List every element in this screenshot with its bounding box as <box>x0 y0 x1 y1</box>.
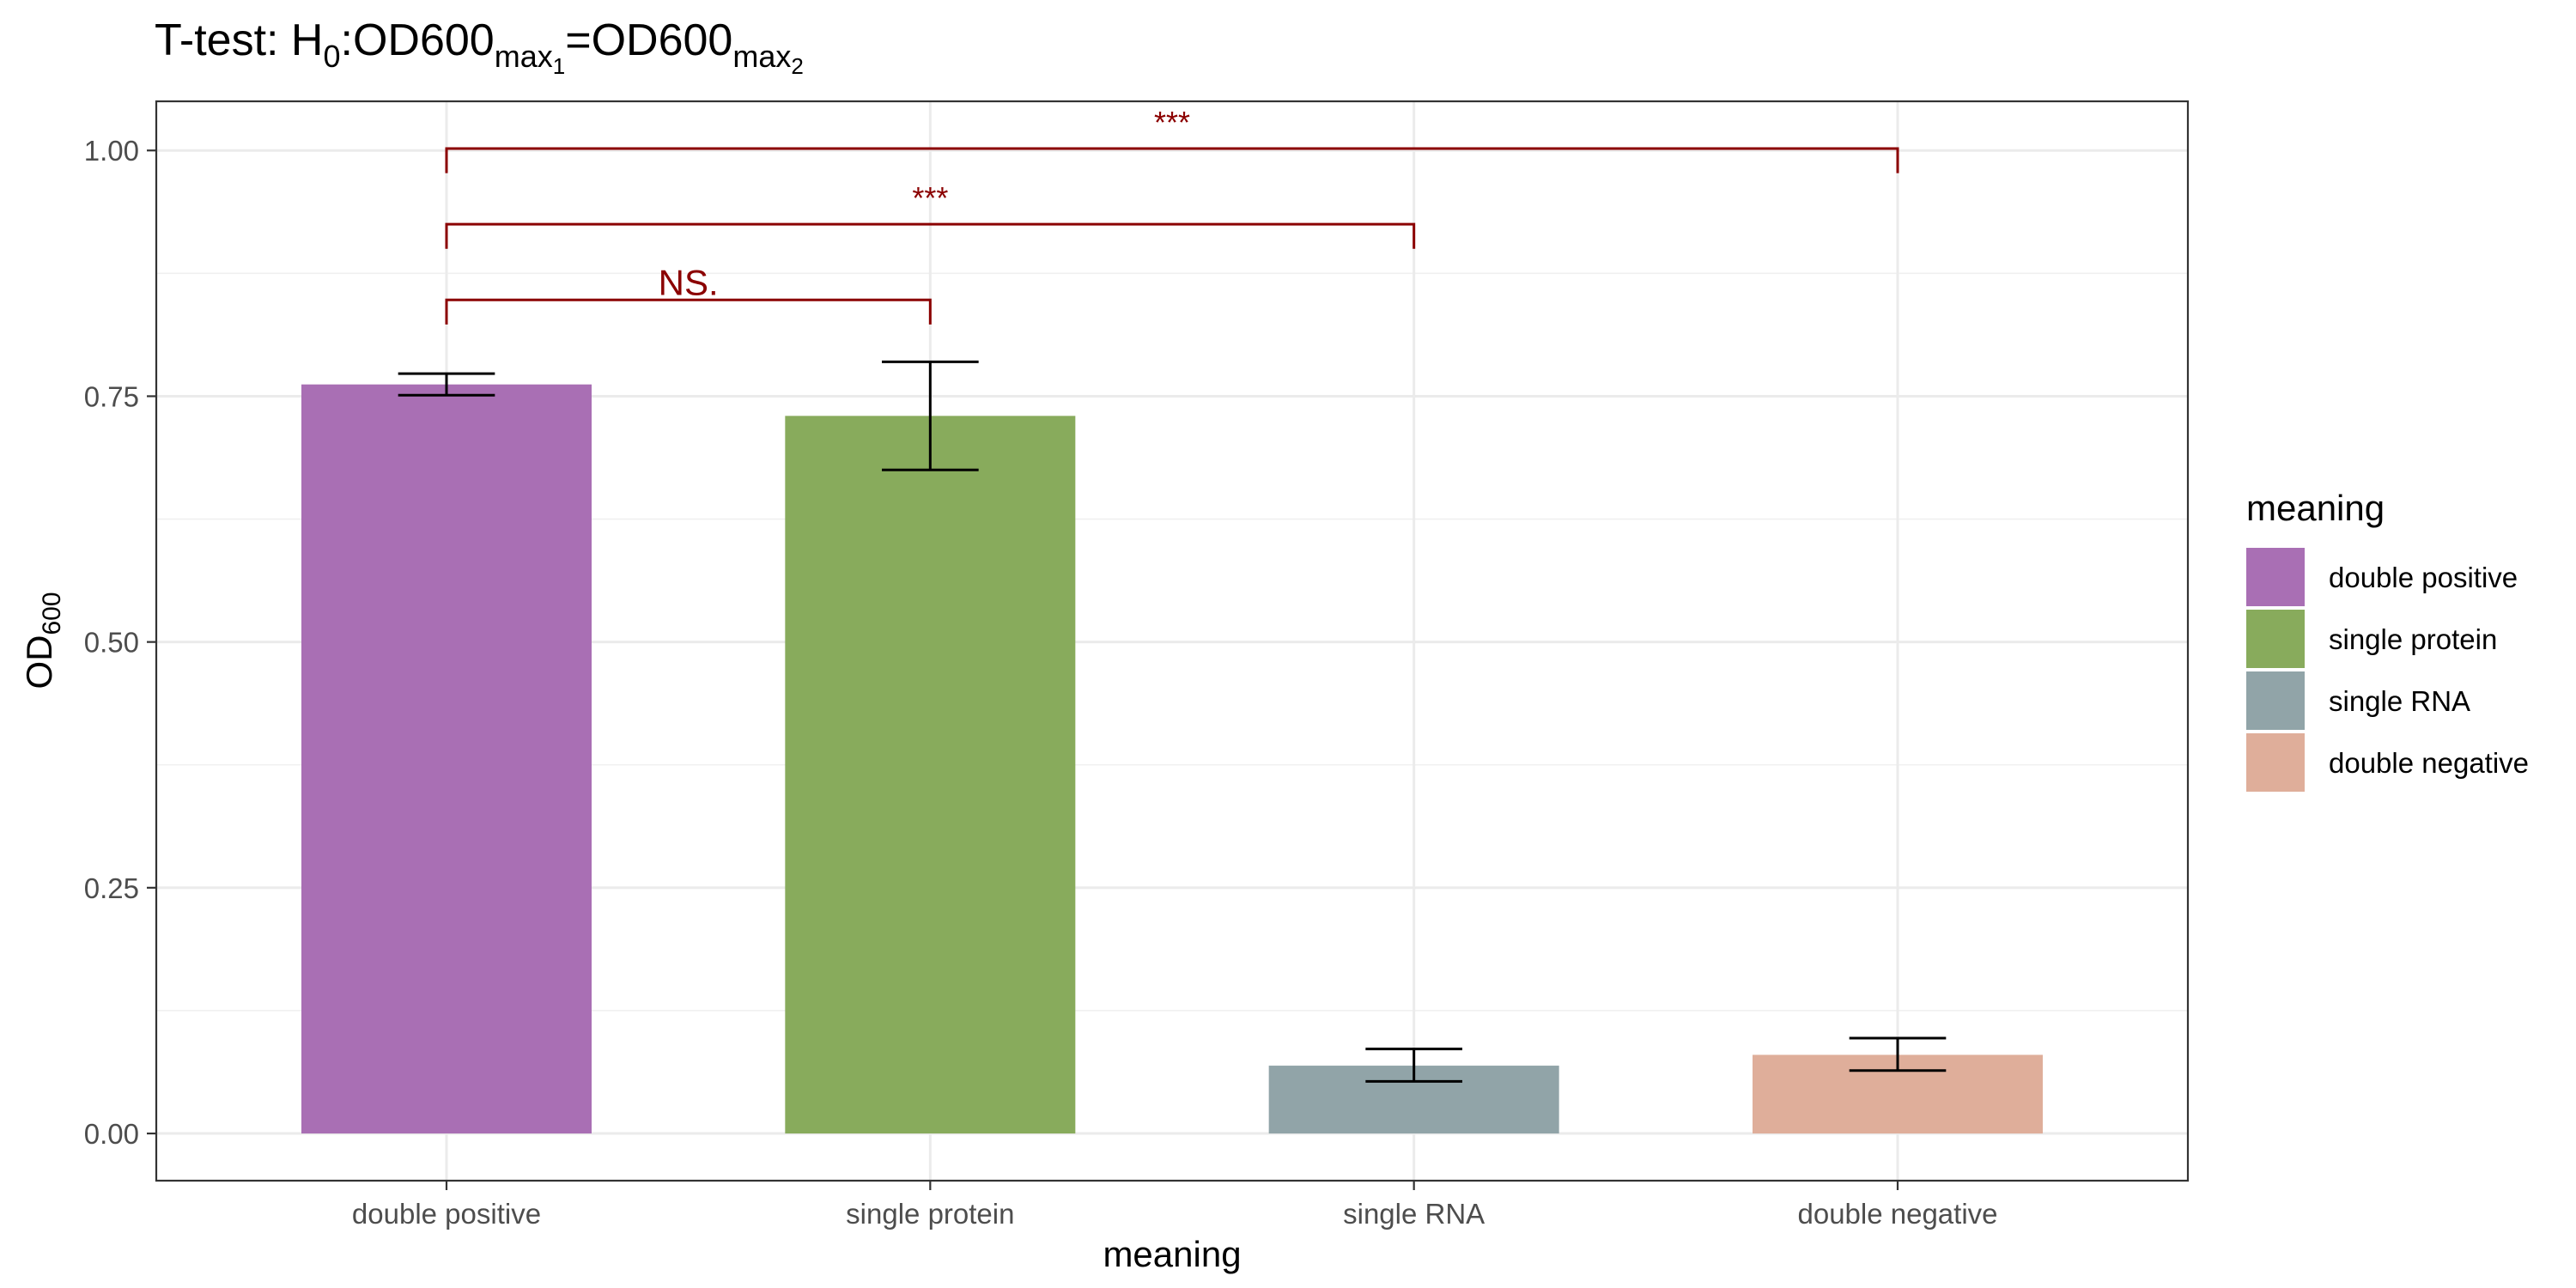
y-tick-label: 0.00 <box>84 1118 139 1150</box>
significance-label: *** <box>912 180 948 216</box>
legend-key <box>2246 548 2305 606</box>
x-tick-label: double positive <box>352 1198 541 1230</box>
legend-item: double negative <box>2246 733 2529 792</box>
bracket-line <box>445 222 1416 249</box>
chart-title: T-test: H0:OD600max1=OD600max2 <box>155 15 804 79</box>
significance-brackets: NS. *** *** <box>445 105 1899 325</box>
x-axis: double positive single protein single RNA d… <box>352 1181 1998 1230</box>
y-tick-label: 0.75 <box>84 380 139 412</box>
legend-item: double positive <box>2246 548 2518 606</box>
error-bar <box>1365 1048 1462 1083</box>
x-tick-label: double negative <box>1797 1198 1997 1230</box>
error-bar <box>882 360 979 471</box>
significance-bracket: NS. <box>445 262 932 325</box>
y-tick-label: 0.25 <box>84 872 139 904</box>
legend-label: single protein <box>2329 623 2497 655</box>
significance-bracket: *** <box>445 105 1899 173</box>
legend-label: double positive <box>2329 562 2518 593</box>
legend: double positive single protein single RNA d… <box>2246 548 2529 792</box>
significance-label: *** <box>1154 105 1190 140</box>
x-axis-title: meaning <box>1103 1234 1241 1274</box>
legend-key <box>2246 610 2305 668</box>
bar-single-protein <box>785 416 1076 1134</box>
x-tick-label: single RNA <box>1343 1198 1485 1230</box>
x-tick-label: single protein <box>846 1198 1014 1230</box>
y-axis-title: OD600 <box>19 592 66 689</box>
legend-item: single RNA <box>2246 671 2470 730</box>
bars <box>301 384 2043 1134</box>
bracket-line <box>445 298 932 325</box>
significance-label: NS. <box>659 262 719 302</box>
legend-item: single protein <box>2246 610 2497 668</box>
significance-bracket: *** <box>445 180 1416 249</box>
y-axis: 0.00 0.25 0.50 0.75 1.00 <box>84 135 156 1150</box>
error-bar <box>1849 1036 1947 1072</box>
y-tick-label: 0.50 <box>84 627 139 659</box>
bracket-line <box>445 147 1899 173</box>
legend-label: single RNA <box>2329 685 2470 717</box>
bar-double-positive <box>301 384 592 1134</box>
error-bar <box>398 372 495 397</box>
legend-title: meaning <box>2246 488 2385 528</box>
error-bars <box>398 360 1947 1083</box>
legend-key <box>2246 671 2305 730</box>
legend-key <box>2246 733 2305 792</box>
plot-panel-border <box>155 100 2190 1182</box>
legend-label: double negative <box>2329 747 2529 779</box>
y-tick-label: 1.00 <box>84 135 139 167</box>
